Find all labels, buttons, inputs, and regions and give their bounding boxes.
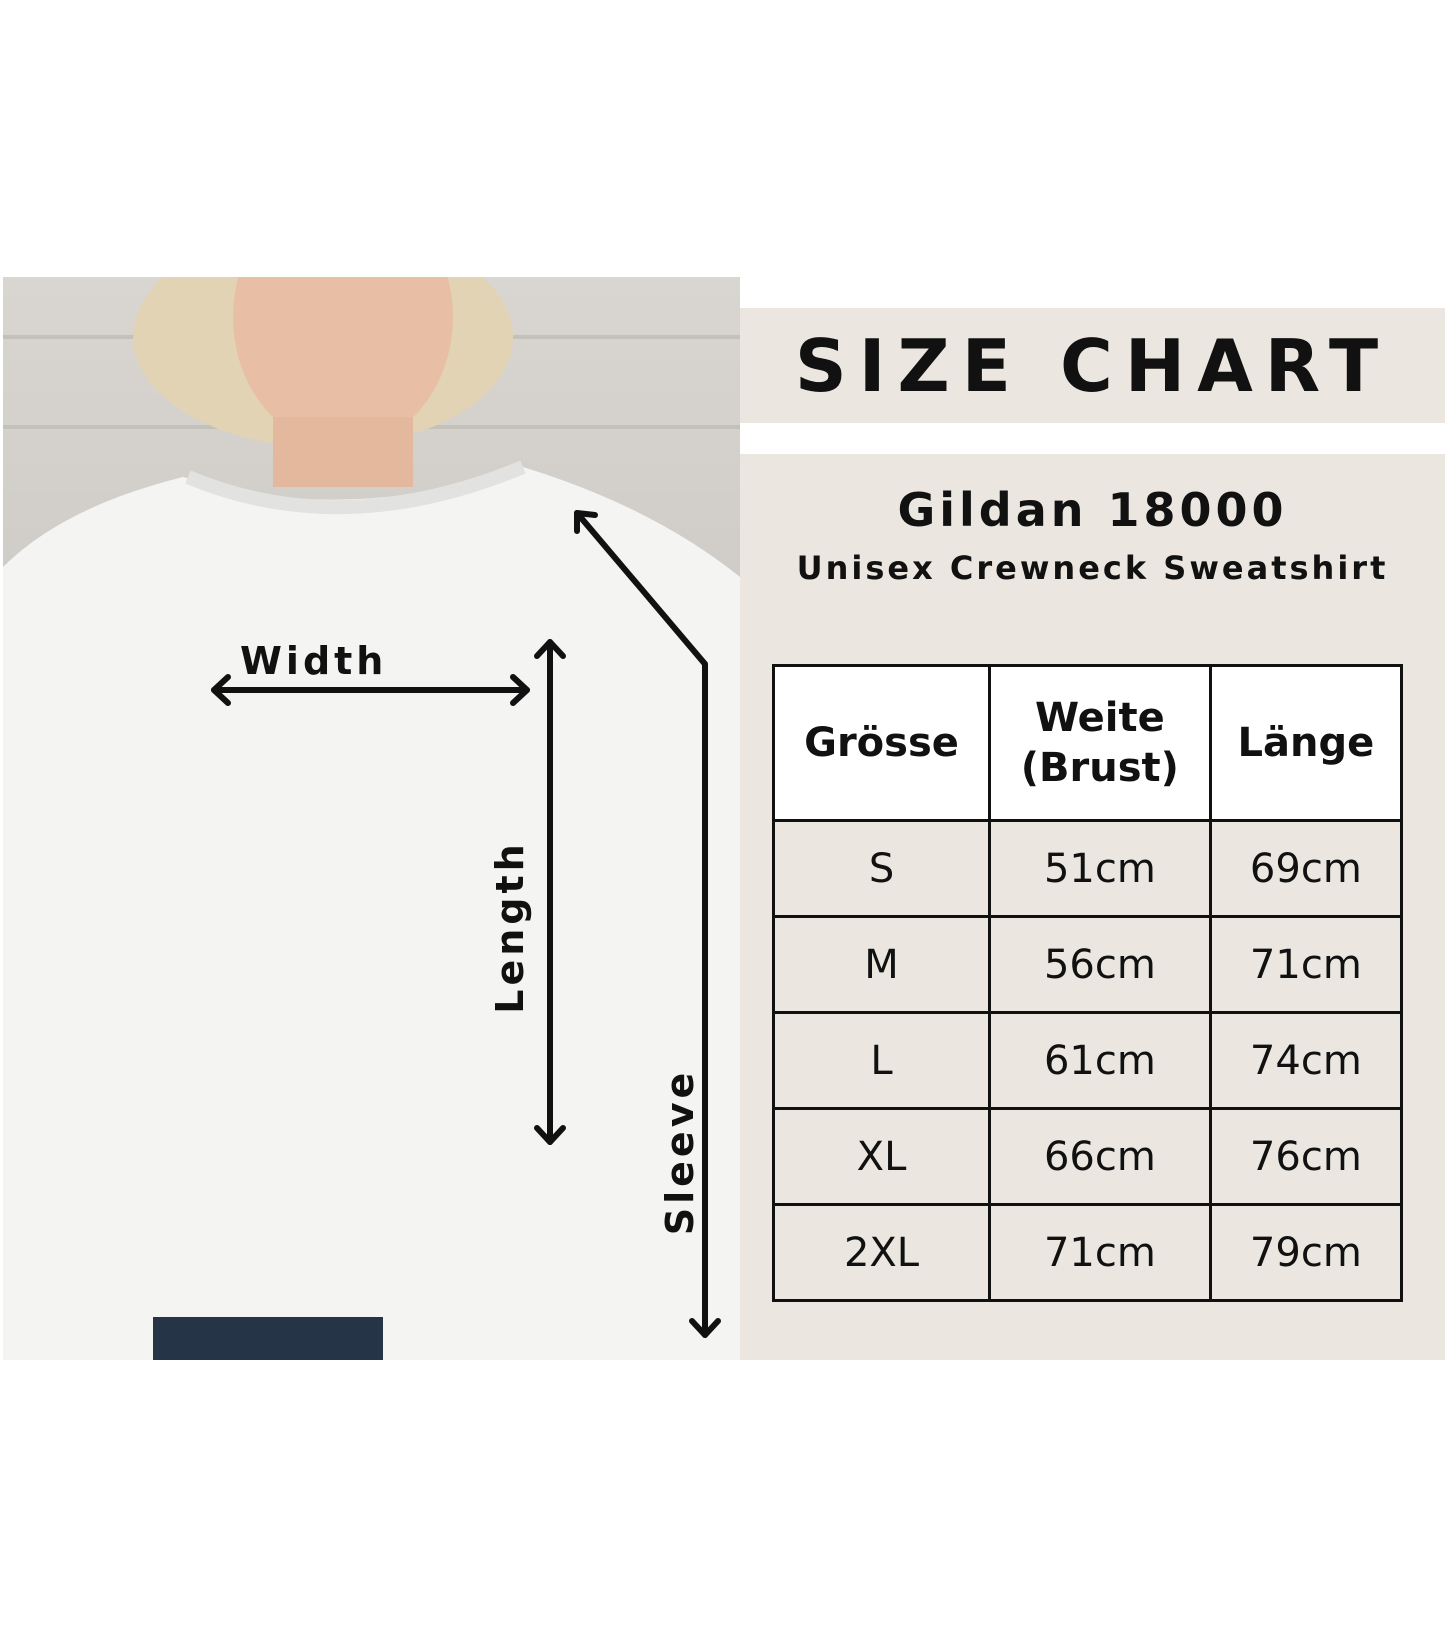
size-chart-panel: Gildan 18000 Unisex Crewneck Sweatshirt … [740,454,1445,1360]
cell-size: XL [771,1107,992,1206]
cell-length: 71cm [1208,915,1404,1014]
size-table: Grösse Weite (Brust) Länge S 51cm 69cm M 56c… [771,664,1404,1302]
cell-length: 79cm [1208,1203,1404,1302]
header-weite: Weite (Brust) [988,664,1212,822]
product-description: Unisex Crewneck Sweatshirt [796,549,1389,587]
collar [185,460,526,515]
header-weite-line2: (Brust) [1020,745,1179,791]
table-row: M 56cm 71cm [771,915,1404,1014]
cell-size: 2XL [771,1203,992,1302]
table-header-row: Grösse Weite (Brust) Länge [771,664,1404,822]
cell-width: 61cm [988,1011,1212,1110]
jeans [153,1317,383,1360]
page-title: SIZE CHART [794,324,1391,408]
neck [273,417,413,487]
table-row: XL 66cm 76cm [771,1107,1404,1206]
sleeve-arrow [574,510,721,1338]
cell-size: S [771,819,992,918]
length-arrow [534,639,566,1145]
cell-width: 51cm [988,819,1212,918]
table-row: S 51cm 69cm [771,819,1404,918]
cell-size: M [771,915,992,1014]
header-laenge: Länge [1208,664,1404,822]
table-row: L 61cm 74cm [771,1011,1404,1110]
product-brand: Gildan 18000 [897,483,1288,537]
face [233,277,453,447]
width-label: Width [240,639,388,683]
width-arrow [211,674,530,706]
length-label: Length [488,840,532,1014]
sweatshirt-illustration [3,277,740,1360]
cell-length: 69cm [1208,819,1404,918]
header-weite-line1: Weite [1034,695,1165,741]
sleeve-label: Sleeve [658,1068,702,1236]
table-row: 2XL 71cm 79cm [771,1203,1404,1302]
model-photo: Width Length Sleeve [3,277,740,1360]
cell-width: 56cm [988,915,1212,1014]
sweatshirt [3,467,740,1360]
cell-size: L [771,1011,992,1110]
title-band: SIZE CHART [740,308,1445,423]
cell-length: 74cm [1208,1011,1404,1110]
cell-length: 76cm [1208,1107,1404,1206]
header-groesse: Grösse [771,664,992,822]
cell-width: 66cm [988,1107,1212,1206]
cell-width: 71cm [988,1203,1212,1302]
